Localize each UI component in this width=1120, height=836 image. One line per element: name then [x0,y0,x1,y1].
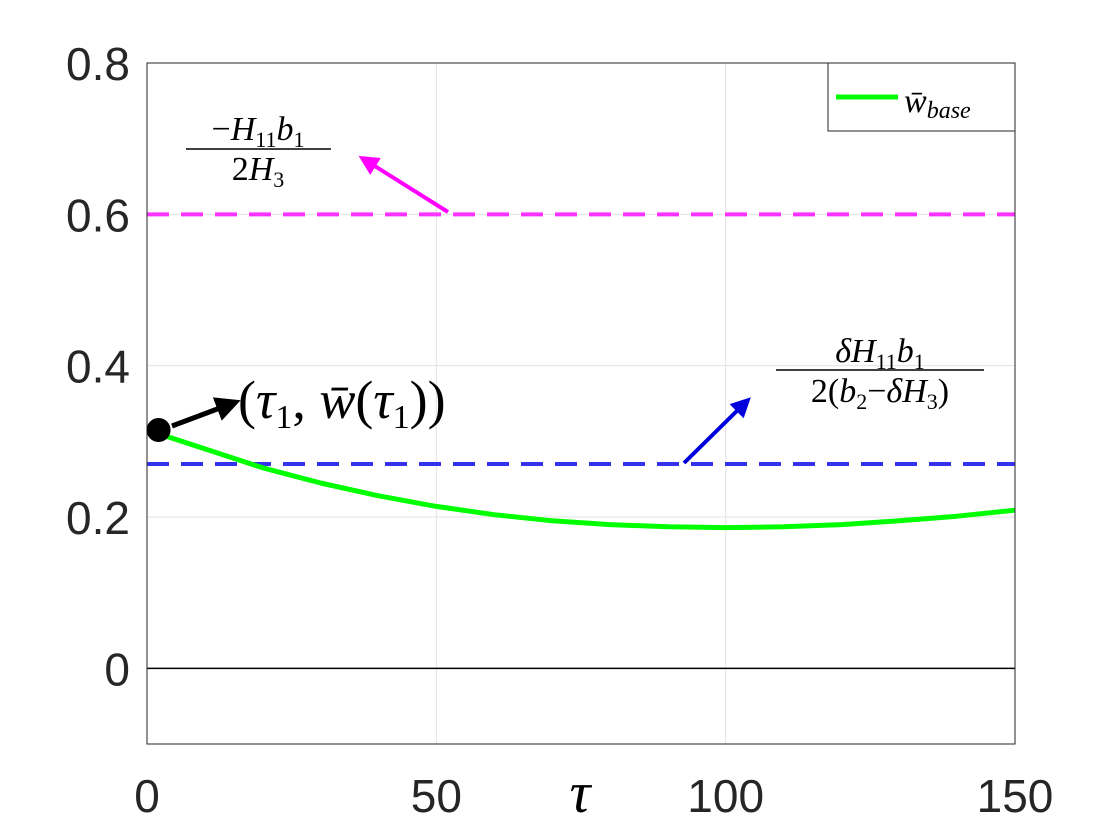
x-tick-label-0: 0 [134,770,160,822]
initial-point-marker [146,417,171,442]
blue-annotation-denominator: 2(b2−δH3) [811,373,949,414]
axes-box [146,62,1016,745]
magenta-arrow [358,155,450,214]
series-line-0 [157,431,1016,531]
y-tick-label-3: 0.6 [66,189,130,241]
legend-box [827,62,1016,132]
series-layer [157,431,1016,531]
y-tick-label-1: 0.2 [66,492,130,544]
blue-line-annotation: δH11b1 2(b2−δH3) [682,333,984,465]
magenta-annotation-denominator: 2H3 [232,151,285,192]
black-arrow [171,397,241,429]
magenta-line-annotation: −H11b1 2H3 [186,111,450,214]
plot-area [147,63,1015,744]
blue-annotation-numerator: δH11b1 [835,333,925,374]
magenta-annotation-numerator: −H11b1 [212,111,305,152]
blue-arrow [682,397,751,465]
x-tick-label-3: 150 [977,770,1054,822]
tick-labels: 0 50 100 150 0 0.2 0.4 0.6 0.8 [66,38,1053,822]
x-tick-label-2: 100 [687,770,764,822]
legend-label: w̄base [904,83,971,124]
y-tick-label-4: 0.8 [66,38,130,90]
y-tick-label-2: 0.4 [66,341,130,393]
legend: w̄base [827,62,1016,132]
y-tick-label-0: 0 [104,643,130,695]
x-axis-label: τ [570,760,593,825]
initial-point-annotation: (τ1, w̄(τ1)) [171,370,446,436]
x-tick-label-1: 50 [411,770,462,822]
initial-point-label: (τ1, w̄(τ1)) [238,370,446,436]
reference-lines [147,212,1015,670]
